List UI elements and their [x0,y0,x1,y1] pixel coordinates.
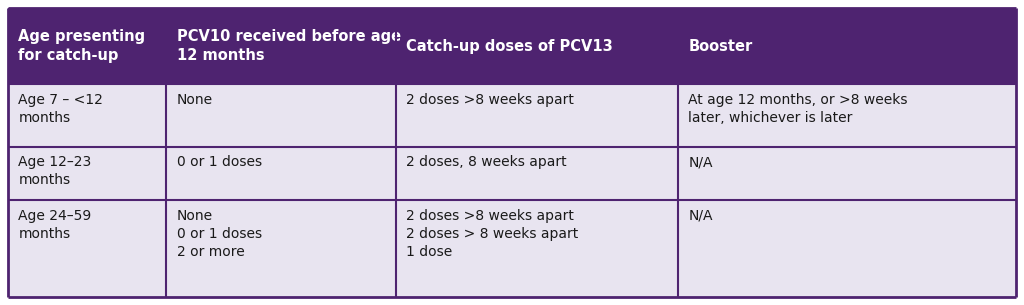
Bar [166,84,396,147]
Bar [396,84,678,147]
Text: PCV10 received before age
12 months: PCV10 received before age 12 months [176,29,400,63]
Bar [8,200,166,297]
Bar [396,8,678,84]
Bar [396,200,678,297]
Text: 2 doses >8 weeks apart: 2 doses >8 weeks apart [407,93,574,107]
Bar [396,147,678,200]
Bar [8,147,166,200]
Text: 2 doses, 8 weeks apart: 2 doses, 8 weeks apart [407,155,567,169]
Bar [166,8,396,84]
Text: Age presenting
for catch-up: Age presenting for catch-up [18,29,145,63]
Text: None: None [176,93,213,107]
Bar [8,8,166,84]
Bar [166,200,396,297]
Text: None
0 or 1 doses
2 or more: None 0 or 1 doses 2 or more [176,209,262,259]
Bar [678,8,1016,84]
Bar [166,147,396,200]
Text: Age 12–23
months: Age 12–23 months [18,155,92,187]
Text: N/A: N/A [688,209,713,223]
Bar [678,147,1016,200]
Bar [678,84,1016,147]
Bar [8,84,166,147]
Text: 0 or 1 doses: 0 or 1 doses [176,155,262,169]
Text: Age 7 – <12
months: Age 7 – <12 months [18,93,103,125]
Bar [678,200,1016,297]
Text: Catch-up doses of PCV13: Catch-up doses of PCV13 [407,38,613,53]
Text: At age 12 months, or >8 weeks
later, whichever is later: At age 12 months, or >8 weeks later, whi… [688,93,908,125]
Text: Age 24–59
months: Age 24–59 months [18,209,92,241]
Text: 2 doses >8 weeks apart
2 doses > 8 weeks apart
1 dose: 2 doses >8 weeks apart 2 doses > 8 weeks… [407,209,579,259]
Text: Booster: Booster [688,38,753,53]
Text: N/A: N/A [688,155,713,169]
